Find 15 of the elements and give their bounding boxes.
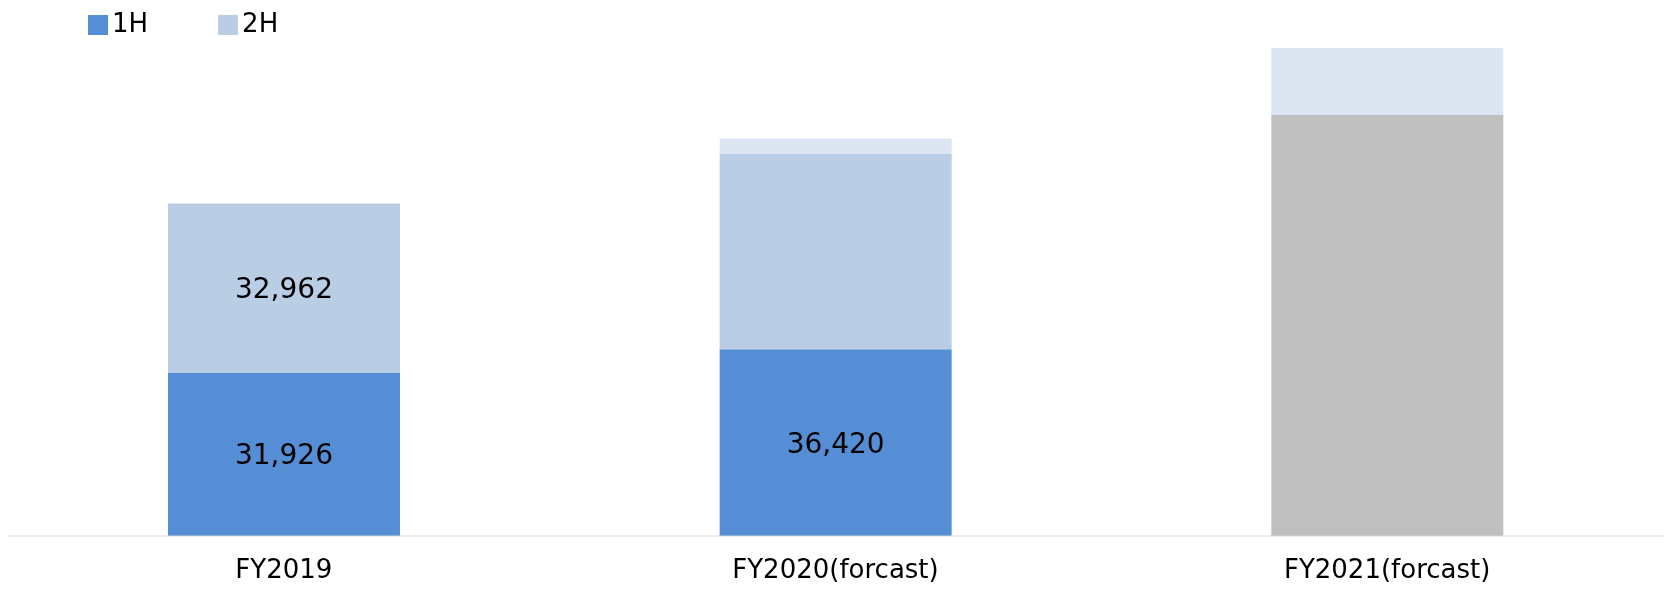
data-label: 31,926 [234,438,333,472]
legend-label: 2H [242,8,279,38]
bar [719,349,952,536]
bar [719,153,952,350]
data-label: 32,962 [234,271,333,305]
bar [167,203,400,373]
x-tick-label: FY2020(forcast) [732,554,939,585]
data-label: 36,420 [786,426,885,460]
bar [167,372,400,536]
bar [719,138,952,154]
bar [1271,115,1504,536]
legend-label: 1H [112,8,149,38]
x-tick-label: FY2019 [235,554,333,585]
x-tick-label: FY2021(forcast) [1283,554,1491,585]
bar [1271,48,1504,116]
